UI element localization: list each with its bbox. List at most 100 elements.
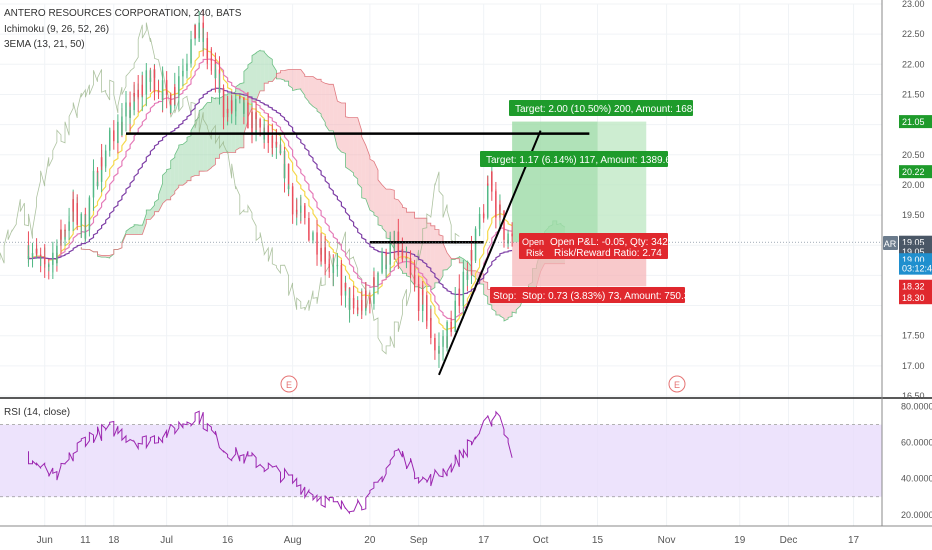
cloud-segment (178, 144, 183, 186)
cloud-segment (418, 218, 423, 290)
candle-body (165, 82, 168, 95)
stop-short-label[interactable]: Stop: (490, 287, 520, 303)
candle-body (145, 84, 148, 95)
rsi-label[interactable]: RSI (14, close) (4, 407, 70, 418)
candle-body (271, 135, 274, 148)
candle-body (507, 233, 509, 244)
cloud-segment (166, 168, 171, 200)
price-badge (899, 291, 932, 305)
time-axis[interactable]: Jun 11 18 Jul 16 Aug 20 Sep 17 Oct 15 Nov 19 Dec 17 (0, 525, 932, 546)
candle-body (426, 319, 428, 321)
candle-body (39, 257, 42, 259)
cloud-segment (211, 97, 216, 168)
candle-body (421, 289, 424, 296)
cloud-segment (329, 84, 334, 131)
candle-body (389, 247, 391, 265)
earnings-marker-1-text: E (286, 380, 292, 390)
ema-50-line (27, 87, 513, 296)
cloud-segment (337, 101, 342, 152)
time-tick-label: 16 (222, 535, 234, 546)
candle-body (291, 186, 294, 196)
drawings[interactable] (0, 130, 882, 376)
open-pl-label[interactable]: Open P&L: -0.05, Qty: 342 Risk/Reward Ra… (544, 233, 668, 259)
position-zones (512, 121, 647, 287)
candle-body (141, 84, 144, 95)
price-badge-text: 19.00 (902, 255, 925, 265)
candle-body (312, 232, 314, 238)
price-badge (899, 261, 932, 275)
candle-body (35, 248, 38, 255)
cloud-segment (402, 207, 407, 274)
symbol-badge[interactable]: AR (883, 236, 898, 250)
candle-body (413, 278, 416, 285)
candle-body (247, 103, 249, 129)
cloud-segment (345, 116, 350, 170)
earnings-marker-2-text: E (674, 380, 680, 390)
candle-body (202, 38, 204, 42)
cloud-segment (410, 212, 415, 286)
candle-body (486, 183, 489, 186)
candle-body (377, 272, 379, 285)
earnings-marker-1[interactable]: E (280, 375, 298, 393)
target2-text: Target: 1.17 (6.14%) 117, Amount: 1389.6… (486, 155, 677, 166)
candlesticks (27, 9, 513, 368)
indicator-3ema-label[interactable]: 3EMA (13, 21, 50) (4, 39, 85, 50)
candle-body (214, 69, 217, 79)
candle-body (117, 121, 119, 143)
cloud-segment (219, 96, 224, 155)
candle-body (401, 249, 404, 260)
cloud-segment (231, 91, 236, 153)
candle-body (239, 96, 241, 98)
candle-body (454, 300, 456, 315)
target2-label[interactable]: Target: 1.17 (6.14%) 117, Amount: 1389.6… (480, 151, 677, 167)
cloud-segment (438, 234, 444, 283)
ichimoku-cloud (0, 22, 566, 355)
candle-body (96, 181, 99, 187)
candle-body (104, 150, 107, 159)
candle-body (397, 231, 400, 256)
candle-body (243, 102, 245, 114)
open-short-label[interactable]: Open Risk (519, 233, 547, 259)
price-axis[interactable]: 23.00 22.50 22.00 21.50 20.50 20.00 19.50 17.50… (881, 0, 932, 526)
candle-body (295, 209, 298, 212)
candle-body (92, 170, 95, 181)
price-tick-label: 23.00 (902, 0, 925, 9)
cloud-segment (426, 223, 431, 287)
indicator-ichimoku-label[interactable]: Ichimoku (9, 26, 52, 26) (4, 24, 109, 35)
candle-body (178, 76, 180, 87)
candle-body (198, 22, 200, 31)
stop-text: Stop: 0.73 (3.83%) 73, Amount: 750.34 (522, 291, 695, 302)
cloud-segment (390, 189, 395, 250)
time-tick-label: Oct (533, 535, 549, 546)
candle-body (458, 289, 461, 306)
candle-body (373, 277, 375, 304)
cloud-segment (134, 224, 139, 235)
cloud-segment (308, 76, 313, 107)
stop-label[interactable]: Stop: 0.73 (3.83%) 73, Amount: 750.34 (517, 287, 695, 303)
price-badge-text: 19.05 (902, 247, 925, 257)
earnings-marker-2[interactable]: E (668, 375, 686, 393)
candle-body (56, 245, 58, 264)
candle-body (283, 163, 286, 179)
target1-label[interactable]: Target: 2.00 (10.50%) 200, Amount: 1684 (509, 100, 698, 116)
cloud-segment (378, 179, 383, 227)
candle-body (80, 213, 83, 226)
stop-short-text: Stop: (493, 291, 516, 302)
cloud-segment (130, 226, 135, 235)
price-tick-label: 22.50 (902, 29, 925, 39)
rsi-pane (0, 397, 932, 515)
target-zone-filled (512, 121, 598, 243)
candle-body (279, 150, 282, 154)
candle-body (499, 204, 501, 211)
price-badge-text: 19.05 (902, 238, 925, 248)
candle-body (206, 38, 209, 57)
candle-body (450, 322, 452, 332)
time-tick-label: Nov (658, 535, 676, 546)
candle-body (389, 242, 391, 248)
candle-body (222, 108, 225, 118)
candle-body (369, 297, 371, 304)
cloud-segment (199, 108, 204, 172)
time-tick-label: 18 (108, 535, 120, 546)
cloud-segment (386, 189, 391, 239)
